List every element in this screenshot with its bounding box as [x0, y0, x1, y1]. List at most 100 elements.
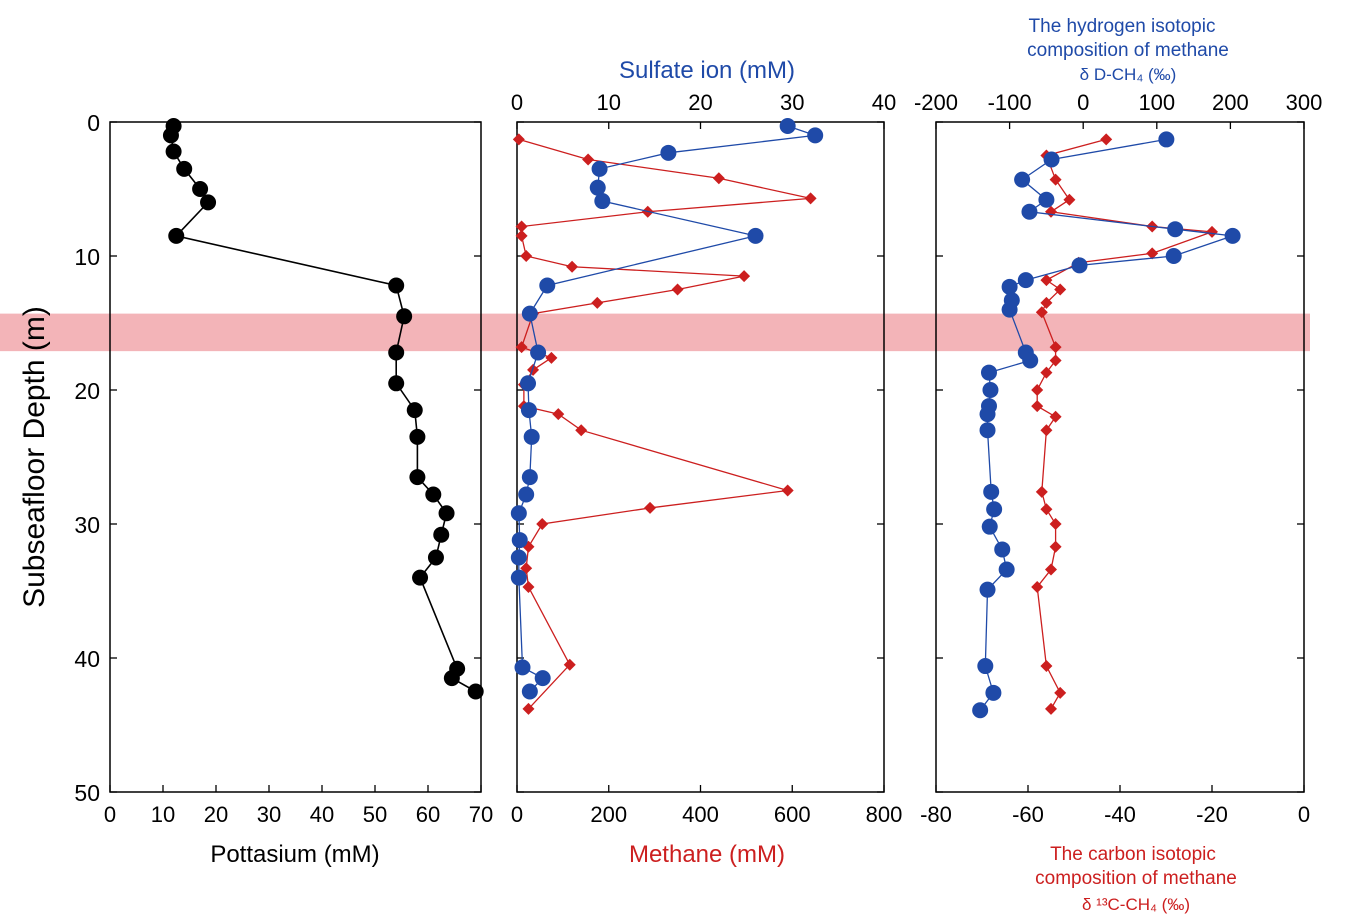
- panel-1-x-label: Pottasium (mM): [210, 841, 379, 868]
- data-point: [1040, 366, 1053, 379]
- data-point: [518, 486, 535, 503]
- data-point: [747, 227, 764, 244]
- data-layer: [162, 118, 1241, 719]
- data-point: [515, 229, 528, 242]
- data-point: [807, 127, 824, 144]
- data-point: [1049, 173, 1062, 186]
- data-point: [545, 351, 558, 364]
- x-tick-label: 100: [1138, 90, 1175, 115]
- data-point: [168, 227, 185, 244]
- x-tick-label: 70: [469, 802, 493, 827]
- data-point: [412, 569, 429, 586]
- data-point: [388, 344, 405, 361]
- data-point: [738, 270, 751, 283]
- x-tick-label: 40: [872, 90, 896, 115]
- data-point: [523, 428, 540, 445]
- data-point: [1040, 296, 1053, 309]
- x-tick-label: 30: [780, 90, 804, 115]
- data-point: [1146, 247, 1159, 260]
- data-point: [1040, 660, 1053, 673]
- data-point: [1054, 283, 1067, 296]
- data-point: [200, 194, 217, 211]
- data-point: [1206, 225, 1218, 238]
- x-tick-label: -200: [914, 90, 958, 115]
- data-point: [981, 518, 998, 535]
- data-point: [530, 344, 547, 361]
- panel-3-top-label-line-1: The hydrogen isotopic: [1029, 16, 1216, 37]
- data-point: [512, 133, 525, 146]
- data-point: [406, 402, 423, 419]
- data-point: [1100, 133, 1113, 146]
- data-point: [563, 658, 576, 671]
- data-point: [1031, 400, 1044, 413]
- data-point: [994, 541, 1011, 558]
- x-tick-label: 20: [688, 90, 712, 115]
- data-point: [536, 518, 549, 530]
- data-point: [985, 684, 1002, 701]
- data-point: [575, 424, 588, 437]
- data-point: [804, 192, 817, 205]
- x-tick-label: 200: [590, 802, 627, 827]
- series-line: [1036, 138, 1213, 710]
- panel-3-bottom-label-line-3: δ ¹³C-CH₄ (‰): [1082, 895, 1190, 914]
- data-point: [998, 561, 1015, 578]
- series-line: [979, 138, 1233, 711]
- x-tick-label: -100: [988, 90, 1032, 115]
- data-point: [1071, 257, 1088, 274]
- data-point: [438, 505, 455, 522]
- data-point: [594, 193, 611, 210]
- data-point: [1049, 341, 1062, 354]
- data-point: [979, 581, 996, 598]
- data-point: [1031, 384, 1044, 396]
- x-tick-label: 400: [682, 802, 719, 827]
- x-tick-label: -20: [1196, 802, 1228, 827]
- series-line: [170, 125, 477, 693]
- panel-2-top-label: Sulfate ion (mM): [619, 57, 795, 84]
- x-tick-label: 50: [363, 802, 387, 827]
- y-tick-label: 0: [87, 110, 100, 136]
- data-point: [644, 501, 657, 514]
- x-tick-label: 60: [416, 802, 440, 827]
- y-axis-label: Subseafloor Depth (m): [18, 306, 51, 608]
- x-tick-label: 10: [151, 802, 175, 827]
- data-point: [520, 250, 533, 262]
- x-tick-label: -60: [1012, 802, 1044, 827]
- data-point: [520, 375, 537, 392]
- data-point: [1045, 563, 1057, 576]
- x-tick-label: 10: [597, 90, 621, 115]
- data-point: [1049, 540, 1062, 553]
- data-point: [522, 702, 535, 715]
- x-tick-label: -80: [920, 802, 952, 827]
- data-point: [1038, 191, 1055, 208]
- data-point: [582, 153, 595, 166]
- panel-1-frame: [109, 121, 482, 793]
- data-point: [1001, 301, 1018, 318]
- data-point: [1035, 485, 1048, 498]
- data-point: [1224, 227, 1241, 244]
- data-point: [972, 702, 989, 719]
- data-point: [1049, 518, 1062, 530]
- data-point: [467, 683, 484, 700]
- data-point: [591, 160, 608, 177]
- data-point: [1001, 278, 1018, 295]
- data-point: [515, 341, 528, 354]
- data-point: [521, 469, 538, 486]
- data-point: [539, 277, 556, 294]
- data-point: [1031, 580, 1044, 593]
- y-tick-label: 20: [74, 378, 100, 404]
- data-point: [510, 505, 527, 522]
- data-point: [515, 220, 528, 233]
- data-point: [1014, 171, 1031, 188]
- x-tick-label: 0: [1077, 90, 1089, 115]
- x-tick-label: 200: [1212, 90, 1249, 115]
- data-point: [510, 569, 527, 586]
- data-point: [779, 118, 796, 135]
- data-point: [552, 408, 565, 421]
- data-point: [589, 179, 606, 196]
- data-point: [982, 382, 999, 398]
- data-point: [1165, 248, 1182, 264]
- x-tick-label: 300: [1286, 90, 1323, 115]
- x-tick-label: -40: [1104, 802, 1136, 827]
- data-point: [521, 305, 538, 322]
- data-point: [520, 402, 537, 419]
